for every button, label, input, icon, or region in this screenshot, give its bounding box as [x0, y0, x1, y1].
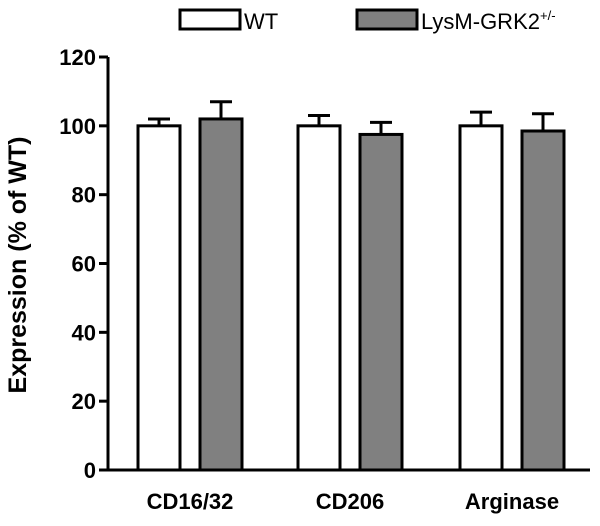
legend-swatch [178, 8, 242, 31]
y-tick-label: 80 [72, 183, 96, 208]
x-category-label: CD16/32 [147, 489, 234, 514]
y-tick-label: 20 [72, 389, 96, 414]
bar-lysm-grk2-arginase [520, 129, 566, 472]
bar-wt-cd16-32 [136, 124, 182, 472]
y-tick-label: 120 [59, 45, 96, 70]
legend-label: WT [244, 9, 278, 34]
bar-wt-arginase [458, 124, 504, 472]
y-tick-label: 40 [72, 320, 96, 345]
bar-wt-cd206 [296, 124, 342, 472]
y-tick-label: 100 [59, 114, 96, 139]
legend-swatch [355, 8, 419, 31]
y-tick-label: 60 [72, 252, 96, 277]
x-category-label: Arginase [465, 489, 559, 514]
bar-lysm-grk2-cd206 [358, 132, 404, 472]
legend: WT LysM-GRK2+/- [178, 8, 556, 34]
bar-lysm-grk2-cd16-32 [198, 117, 244, 472]
legend-label-superscript: +/- [540, 8, 556, 23]
x-category-label: CD206 [316, 489, 384, 514]
y-axis: 0 20 40 60 80 100 120 [59, 45, 110, 483]
bars [136, 100, 566, 472]
legend-label: LysM-GRK2+/- [421, 8, 556, 34]
y-axis-title: Expression (% of WT) [4, 137, 32, 394]
y-tick-label: 0 [84, 458, 96, 483]
x-axis: CD16/32 CD206 Arginase [106, 468, 590, 514]
